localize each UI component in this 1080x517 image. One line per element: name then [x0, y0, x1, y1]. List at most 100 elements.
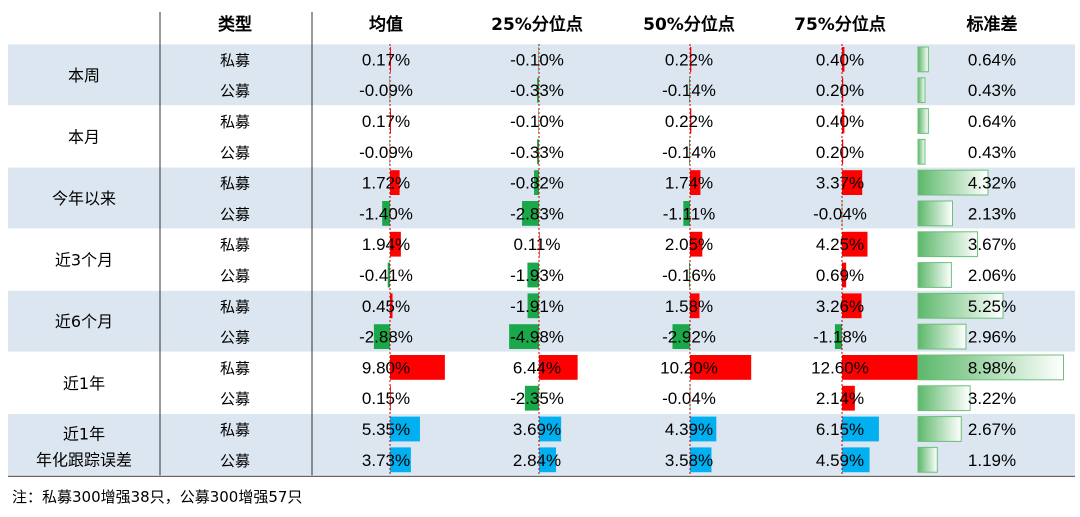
fund-type-label: 私募	[220, 236, 250, 254]
data-bar	[842, 385, 855, 411]
value-label: 0.45%	[362, 297, 410, 316]
period-label: 本周	[68, 66, 100, 85]
data-bar	[842, 262, 847, 288]
fund-type-label: 私募	[220, 51, 250, 69]
data-bar	[390, 447, 411, 473]
data-bar	[842, 108, 845, 134]
std-bar	[917, 77, 926, 104]
value-label: -2.35%	[510, 389, 564, 408]
data-bar	[689, 385, 691, 411]
std-bar	[917, 385, 971, 412]
value-label: -0.04%	[813, 204, 867, 223]
fund-type-label: 公募	[220, 205, 250, 223]
value-label: 2.14%	[816, 389, 864, 408]
value-label: 8.98%	[968, 358, 1016, 377]
value-label: 0.40%	[816, 112, 864, 131]
column-header: 25%分位点	[491, 14, 583, 35]
data-bar	[527, 262, 539, 288]
std-bar	[917, 108, 929, 134]
std-bar	[917, 262, 952, 288]
std-bar	[917, 323, 967, 350]
value-label: 4.32%	[968, 174, 1016, 193]
row-band	[8, 167, 1075, 229]
std-bar	[917, 416, 962, 442]
value-label: 3.22%	[968, 389, 1016, 408]
column-header: 均值	[369, 14, 403, 35]
value-label: -0.16%	[662, 266, 716, 285]
value-label: -0.41%	[359, 266, 413, 285]
std-bar	[917, 169, 989, 196]
value-label: -1.11%	[663, 204, 716, 223]
column-header: 类型	[218, 14, 252, 35]
value-label: 1.19%	[968, 451, 1016, 470]
value-label: 0.17%	[362, 112, 410, 131]
value-label: -0.09%	[359, 143, 413, 162]
fund-type-label: 私募	[220, 113, 250, 131]
value-label: 6.15%	[816, 420, 864, 439]
data-bar	[390, 47, 391, 72]
data-bar	[689, 139, 690, 165]
value-label: 3.73%	[362, 451, 410, 470]
value-label: -2.92%	[662, 328, 716, 347]
value-label: 3.26%	[816, 297, 864, 316]
value-label: 0.20%	[816, 143, 864, 162]
data-bar	[690, 170, 701, 195]
value-label: -0.09%	[359, 81, 413, 100]
data-bar	[390, 416, 420, 442]
data-bar	[527, 293, 539, 319]
value-label: 5.25%	[968, 297, 1016, 316]
value-label: -1.91%	[510, 297, 564, 316]
value-label: -4.98%	[510, 328, 564, 347]
value-label: 0.64%	[968, 50, 1016, 69]
value-label: 12.60%	[811, 358, 869, 377]
value-label: 2.05%	[665, 235, 713, 254]
data-bar	[842, 77, 844, 103]
value-label: 2.13%	[968, 204, 1016, 223]
value-label: -2.83%	[510, 204, 564, 223]
std-bar	[917, 446, 938, 473]
value-label: -0.10%	[510, 50, 564, 69]
footnote: 注：私募300增强38只，公募300增强57只	[12, 488, 303, 506]
value-label: -0.10%	[510, 112, 564, 131]
value-label: 0.22%	[665, 50, 713, 69]
value-label: 2.67%	[968, 420, 1016, 439]
value-label: 0.43%	[968, 81, 1016, 100]
std-bar	[917, 231, 978, 258]
value-label: 2.06%	[968, 266, 1016, 285]
column-header: 50%分位点	[643, 14, 735, 35]
data-bar	[390, 231, 401, 257]
data-bar	[390, 293, 393, 319]
value-label: 0.40%	[816, 50, 864, 69]
value-label: -0.04%	[662, 389, 716, 408]
data-bar	[689, 77, 690, 103]
value-label: 0.43%	[968, 143, 1016, 162]
std-bar	[917, 292, 1004, 319]
value-label: 0.15%	[362, 389, 410, 408]
value-label: 0.17%	[362, 50, 410, 69]
value-label: 3.37%	[816, 174, 864, 193]
data-bar	[537, 77, 539, 103]
value-label: 2.96%	[968, 328, 1016, 347]
data-bar	[690, 47, 692, 72]
data-bar	[672, 324, 690, 349]
data-bar	[538, 47, 539, 72]
data-bar	[537, 139, 539, 165]
value-label: 4.25%	[816, 235, 864, 254]
fund-type-label: 私募	[220, 421, 250, 439]
value-label: 1.94%	[362, 235, 410, 254]
value-label: 0.64%	[968, 112, 1016, 131]
value-label: -0.14%	[662, 81, 716, 100]
period-label: 年化跟踪误差	[36, 450, 132, 469]
data-bar	[842, 416, 879, 442]
data-bar	[690, 231, 703, 257]
data-bar	[387, 262, 390, 288]
fund-type-label: 公募	[220, 452, 250, 470]
data-bar	[842, 355, 918, 380]
data-bar	[690, 447, 712, 473]
data-bar	[690, 416, 717, 442]
value-label: 5.35%	[362, 420, 410, 439]
fund-type-label: 公募	[220, 390, 250, 408]
data-bar	[842, 139, 844, 165]
fund-type-label: 公募	[220, 329, 250, 347]
